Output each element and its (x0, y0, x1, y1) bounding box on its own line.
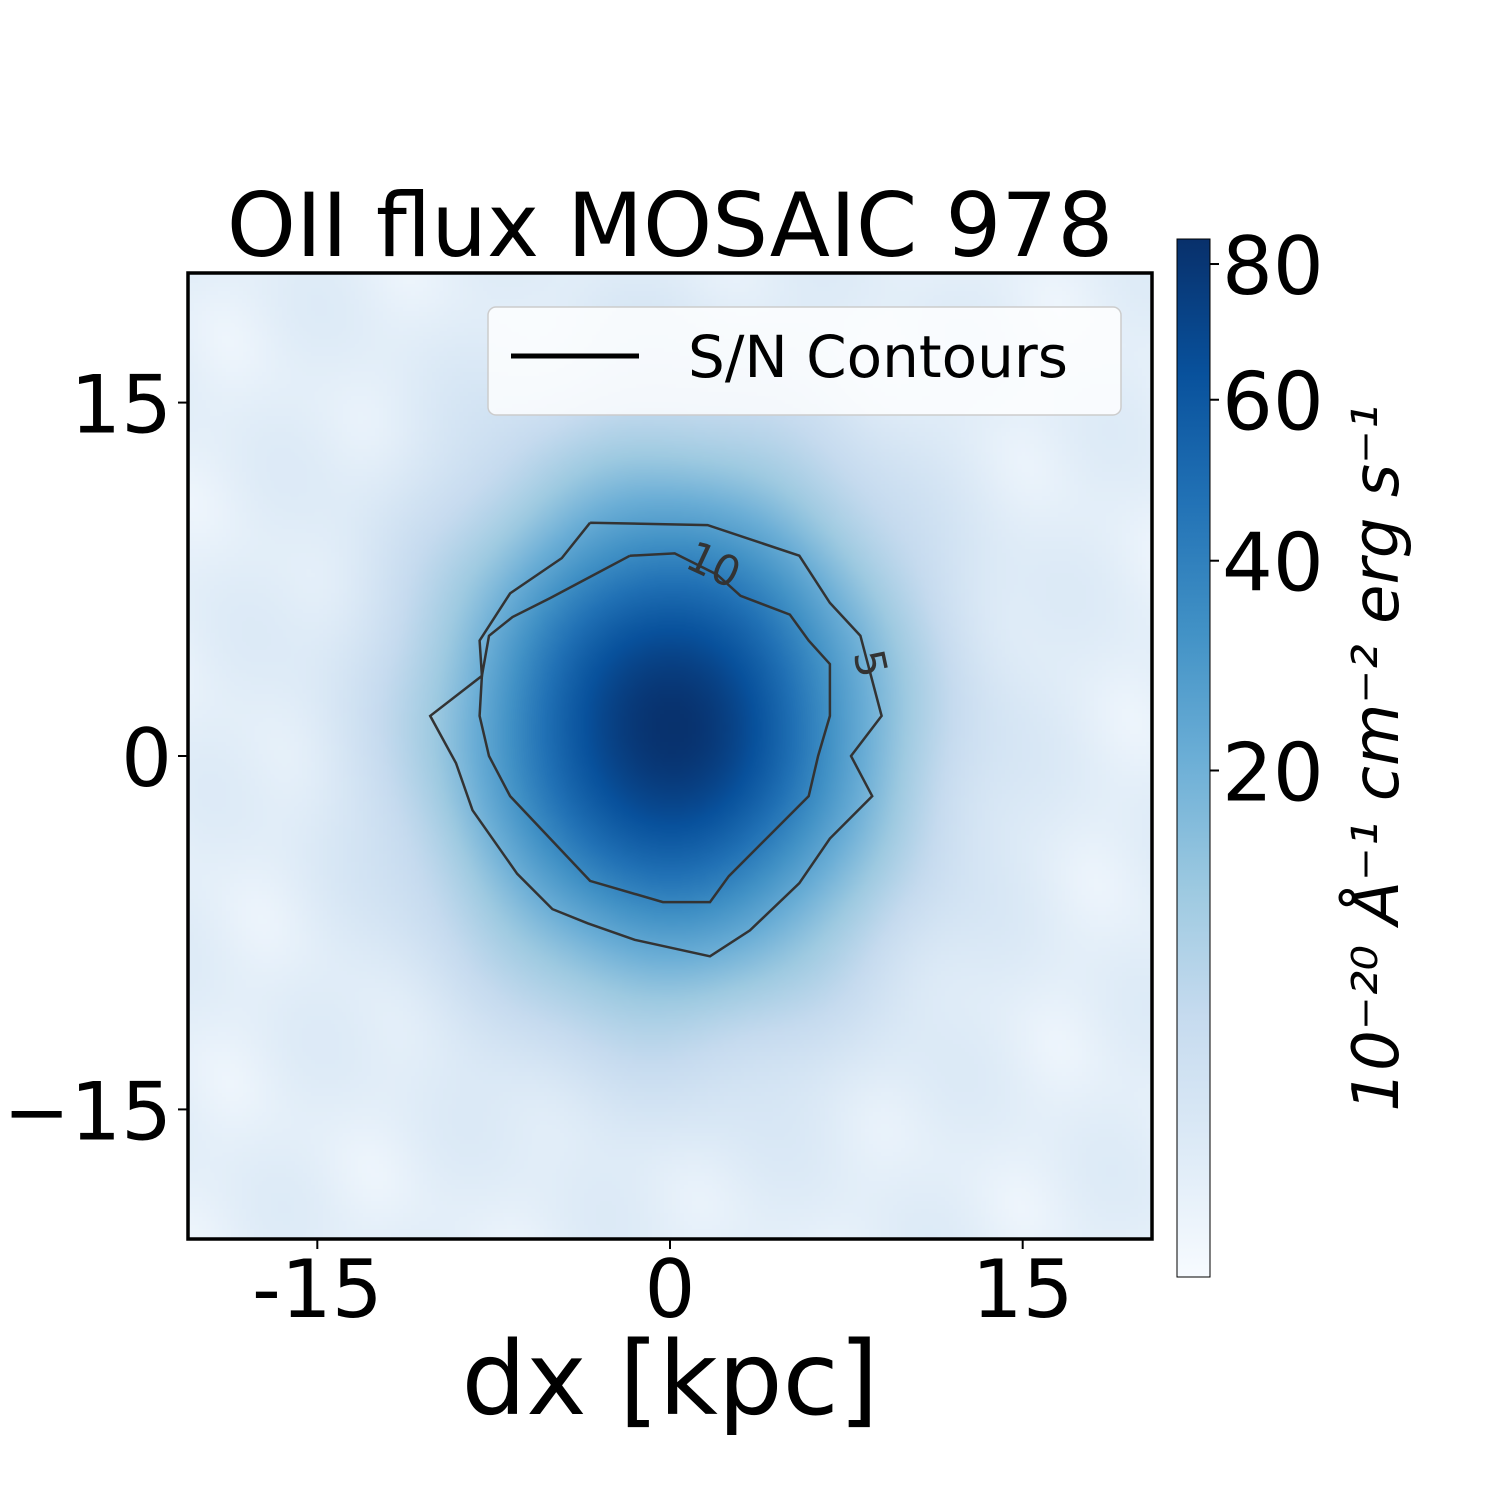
colorbar-tick-label: 80 (1222, 220, 1324, 313)
y-tick-label: 15 (70, 359, 172, 452)
x-tick-label: -15 (252, 1243, 383, 1336)
x-axis-label: dx [kpc] (461, 1320, 878, 1439)
legend: S/N Contours (487, 306, 1122, 416)
x-tick-label: 0 (645, 1243, 696, 1336)
y-tick-label: −15 (3, 1065, 172, 1158)
y-tick-label: 0 (121, 712, 172, 805)
colorbar: 20 40 60 80 10⁻²⁰ Å⁻¹ cm⁻² erg s⁻¹ (1176, 220, 1414, 1278)
colorbar-ticks: 20 40 60 80 (1210, 220, 1324, 820)
x-tick-label: 15 (972, 1243, 1074, 1336)
heatmap-image (188, 273, 1152, 1239)
plot-frame (186, 271, 1154, 1241)
chart-title: OII flux MOSAIC 978 (227, 174, 1114, 277)
contour-line-10 (478, 552, 832, 904)
colorbar-label: 10⁻²⁰ Å⁻¹ cm⁻² erg s⁻¹ (1338, 404, 1414, 1111)
sn-contours (428, 521, 883, 958)
legend-box (487, 306, 1122, 416)
contour-line-5 (428, 521, 883, 958)
y-axis-ticks: −15 0 15 (3, 359, 188, 1158)
x-axis-ticks: -15 0 15 (252, 1239, 1074, 1336)
colorbar-tick-label: 20 (1222, 727, 1324, 820)
plot-area (188, 273, 1152, 1239)
colorbar-tick-label: 40 (1222, 517, 1324, 610)
legend-entry-label: S/N Contours (688, 323, 1068, 391)
colorbar-tick-label: 60 (1222, 356, 1324, 449)
colorbar-gradient (1176, 238, 1211, 1278)
